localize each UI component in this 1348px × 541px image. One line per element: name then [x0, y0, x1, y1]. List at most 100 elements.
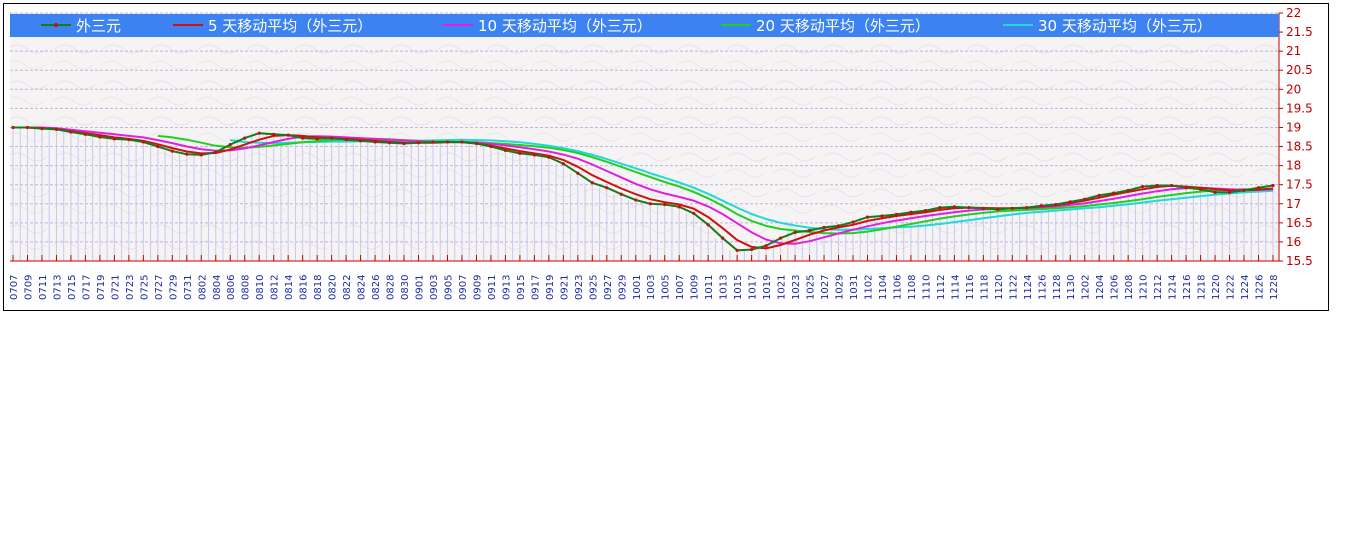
price-chart: 15.5 16 16.5 17 17.5 18 18.5 19 19.5 20 20.5 21 21.5… [3, 3, 1329, 311]
x-tick-label: 0802 [197, 275, 208, 300]
x-tick-label: 0806 [226, 275, 237, 300]
data-point [1097, 193, 1101, 197]
x-tick-label: 0919 [545, 275, 556, 300]
x-tick-label: 1011 [704, 275, 715, 300]
data-point [619, 192, 623, 196]
x-tick-label: 1001 [632, 275, 643, 300]
data-point [909, 210, 913, 214]
data-point [706, 223, 710, 227]
x-tick-label: 0911 [487, 275, 498, 300]
x-tick-label: 0909 [472, 275, 483, 300]
data-point [1256, 186, 1261, 190]
x-tick-label: 0804 [212, 275, 223, 300]
data-point [518, 151, 522, 156]
data-point [648, 202, 652, 206]
x-tick-label: 0721 [110, 275, 121, 300]
x-tick-label: 1005 [661, 275, 672, 300]
y-tick-label: 18.5 [1286, 140, 1313, 154]
y-tick-label: 17 [1286, 197, 1301, 211]
x-tick-label: 1029 [835, 275, 846, 300]
data-point [590, 181, 594, 185]
x-tick-label: 1003 [646, 275, 657, 300]
x-tick-label: 1218 [1197, 275, 1208, 300]
data-point [605, 186, 609, 190]
data-point [967, 205, 971, 210]
data-point [1025, 205, 1029, 210]
x-tick-label: 1208 [1124, 275, 1135, 300]
x-tick-label: 1116 [965, 275, 976, 300]
x-tick-label: 0709 [23, 275, 34, 300]
series-line-0 [13, 126, 1274, 252]
x-tick-label: 0810 [255, 275, 266, 300]
data-point [402, 141, 406, 146]
data-point [1141, 185, 1145, 189]
y-tick-label: 19 [1286, 120, 1301, 134]
x-tick-label: 0707 [9, 275, 20, 300]
x-tick-label: 0901 [415, 275, 426, 300]
x-tick-label: 0725 [139, 275, 150, 300]
y-tick-label: 21 [1286, 44, 1301, 58]
data-point [1083, 197, 1087, 201]
data-point [1126, 188, 1130, 193]
data-point [807, 228, 812, 233]
x-tick-label: 1206 [1110, 275, 1121, 300]
data-point [474, 141, 479, 146]
data-point [416, 141, 421, 145]
data-point [677, 205, 681, 209]
data-point [272, 132, 276, 136]
y-tick-label: 19.5 [1286, 101, 1313, 115]
data-point [721, 236, 725, 240]
x-tick-label: 0717 [81, 275, 92, 300]
data-point [634, 198, 638, 202]
x-tick-label: 1226 [1255, 275, 1266, 300]
x-tick-label: 0820 [328, 275, 339, 300]
x-axis-ticks: 0707 0709 0711 0713 0715 0717 0719 0721 0723 0725… [9, 255, 1280, 300]
data-point [793, 230, 797, 234]
x-tick-label: 0731 [183, 275, 194, 300]
data-point [185, 152, 189, 156]
x-tick-label: 0822 [342, 275, 353, 300]
data-point [1054, 202, 1058, 207]
x-tick-label: 1124 [1023, 275, 1034, 300]
y-tick-label: 15.5 [1286, 254, 1313, 268]
x-tick-label: 1106 [892, 275, 903, 300]
x-tick-label: 0816 [299, 275, 310, 300]
x-tick-label: 0711 [38, 275, 49, 300]
y-tick-label: 22 [1286, 6, 1301, 20]
data-point [445, 140, 450, 144]
data-point [952, 205, 956, 209]
data-point [532, 153, 536, 157]
plot-background [10, 13, 1279, 261]
data-point [489, 144, 493, 149]
y-axis-ticks: 15.5 16 16.5 17 17.5 18 18.5 19 19.5 20 20.5 21 21.5… [1279, 6, 1313, 268]
data-point [228, 143, 232, 147]
data-point [156, 144, 160, 149]
legend-label: 20 天移动平均（外三元） [756, 17, 930, 35]
x-tick-label: 1126 [1037, 275, 1048, 300]
data-point [1170, 183, 1174, 188]
x-tick-label: 1228 [1269, 275, 1280, 300]
data-point [431, 140, 435, 144]
x-tick-label: 1214 [1168, 275, 1179, 300]
y-tick-label: 18 [1286, 159, 1301, 173]
x-tick-label: 1210 [1139, 275, 1150, 300]
x-tick-label: 0812 [270, 275, 281, 300]
data-point [1010, 206, 1014, 210]
x-tick-label: 1216 [1182, 275, 1193, 300]
x-tick-label: 1025 [806, 275, 817, 300]
x-tick-label: 1009 [690, 275, 701, 300]
x-tick-label: 1102 [863, 275, 874, 300]
x-tick-label: 1112 [936, 275, 947, 300]
data-point [69, 130, 73, 134]
x-tick-label: 1104 [878, 275, 889, 300]
data-point [141, 140, 145, 144]
x-tick-label: 0830 [400, 275, 411, 300]
x-tick-label: 0915 [516, 275, 527, 300]
x-tick-label: 0903 [429, 275, 440, 300]
x-tick-label: 0818 [313, 275, 324, 300]
x-tick-label: 0905 [443, 275, 454, 300]
data-point [981, 206, 985, 210]
x-tick-label: 1031 [849, 275, 860, 300]
x-tick-label: 1013 [719, 275, 730, 300]
data-point [692, 211, 696, 215]
